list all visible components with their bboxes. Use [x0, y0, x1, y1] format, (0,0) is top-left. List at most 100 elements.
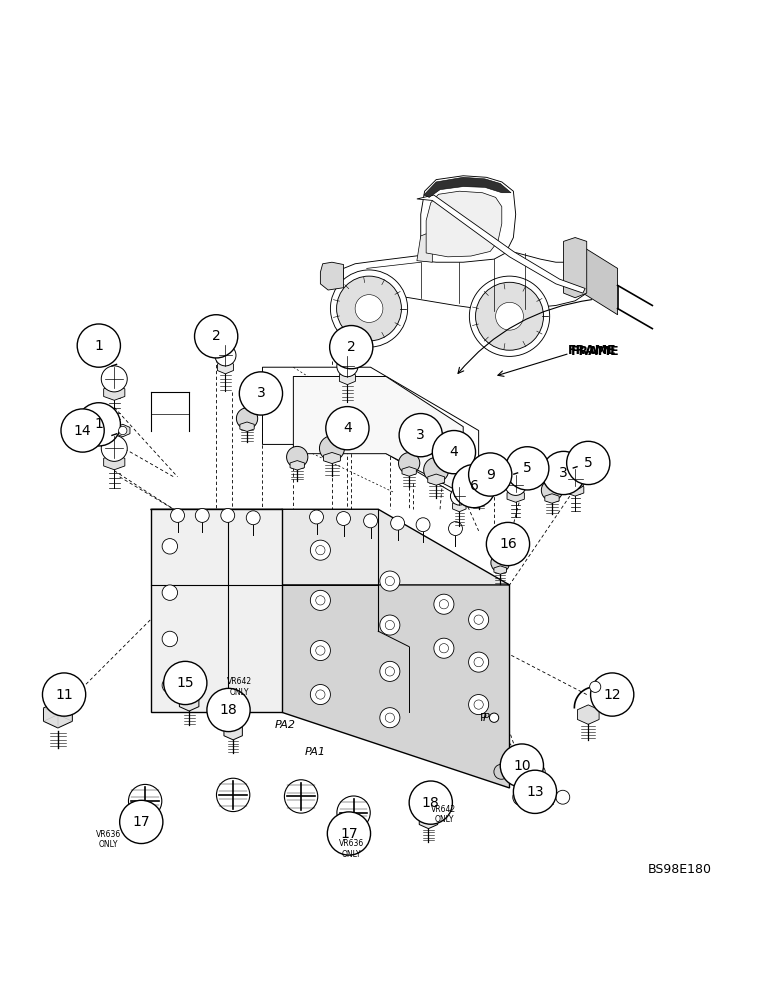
Text: 18: 18 [422, 796, 439, 810]
Polygon shape [179, 694, 199, 711]
Circle shape [424, 457, 449, 482]
Circle shape [162, 585, 178, 600]
FancyBboxPatch shape [225, 708, 242, 725]
Circle shape [398, 453, 420, 474]
Circle shape [119, 426, 127, 435]
Polygon shape [507, 490, 524, 502]
Circle shape [469, 652, 489, 672]
Circle shape [162, 539, 178, 554]
Circle shape [77, 324, 120, 367]
Circle shape [337, 356, 358, 377]
Text: 12: 12 [604, 688, 621, 702]
Text: VR636
ONLY: VR636 ONLY [339, 839, 364, 859]
Circle shape [476, 282, 543, 350]
Polygon shape [428, 474, 445, 485]
Circle shape [590, 681, 601, 692]
Polygon shape [426, 191, 502, 257]
Circle shape [337, 512, 350, 525]
Polygon shape [583, 247, 618, 315]
Text: VR642
ONLY: VR642 ONLY [227, 677, 252, 697]
Polygon shape [151, 509, 282, 712]
Circle shape [380, 615, 400, 635]
Circle shape [434, 594, 454, 614]
Text: VR642
ONLY: VR642 ONLY [432, 805, 456, 824]
Circle shape [330, 326, 373, 369]
Circle shape [246, 511, 260, 525]
Circle shape [505, 474, 527, 495]
Polygon shape [472, 492, 485, 500]
Circle shape [416, 518, 430, 532]
Circle shape [284, 780, 318, 813]
Text: 3: 3 [559, 466, 568, 480]
Circle shape [162, 631, 178, 647]
Circle shape [286, 446, 308, 468]
Circle shape [409, 781, 452, 824]
Circle shape [449, 522, 462, 536]
Circle shape [513, 789, 530, 806]
Polygon shape [402, 467, 416, 476]
Circle shape [221, 508, 235, 522]
Circle shape [320, 436, 344, 461]
Polygon shape [103, 454, 125, 470]
Circle shape [500, 744, 543, 787]
FancyBboxPatch shape [420, 796, 437, 814]
Circle shape [564, 468, 586, 489]
Circle shape [326, 407, 369, 450]
Circle shape [310, 510, 323, 524]
Circle shape [450, 487, 469, 505]
Circle shape [164, 661, 207, 705]
Text: 2: 2 [347, 340, 356, 354]
Circle shape [364, 514, 378, 528]
Circle shape [385, 620, 394, 630]
Circle shape [486, 522, 530, 566]
Circle shape [171, 508, 185, 522]
Circle shape [385, 576, 394, 586]
Circle shape [207, 688, 250, 732]
Polygon shape [417, 231, 432, 262]
Polygon shape [224, 723, 242, 740]
Circle shape [42, 673, 86, 716]
Text: P: P [479, 713, 486, 723]
Circle shape [489, 713, 499, 722]
Circle shape [452, 464, 496, 508]
Circle shape [399, 414, 442, 457]
Circle shape [391, 516, 405, 530]
Text: FRAME: FRAME [571, 345, 620, 358]
Circle shape [327, 812, 371, 855]
Circle shape [316, 646, 325, 655]
Text: 3: 3 [256, 386, 266, 400]
Circle shape [162, 678, 178, 693]
Text: 18: 18 [220, 703, 237, 717]
Circle shape [236, 408, 258, 429]
Text: 14: 14 [74, 424, 91, 438]
Polygon shape [116, 424, 130, 437]
Circle shape [380, 708, 400, 728]
Circle shape [434, 638, 454, 658]
Text: PA1: PA1 [304, 747, 326, 757]
Text: 2: 2 [212, 329, 221, 343]
Circle shape [542, 451, 585, 495]
Text: 6: 6 [469, 479, 479, 493]
Text: 10: 10 [513, 759, 530, 773]
Text: 15: 15 [177, 676, 194, 690]
Text: BS98E180: BS98E180 [648, 863, 711, 876]
Text: 4: 4 [343, 421, 352, 435]
Circle shape [513, 770, 557, 813]
Circle shape [474, 657, 483, 667]
Circle shape [355, 295, 383, 322]
Circle shape [337, 276, 401, 341]
Circle shape [101, 366, 127, 392]
Text: 17: 17 [133, 815, 150, 829]
Polygon shape [240, 422, 254, 431]
Polygon shape [103, 385, 125, 400]
Circle shape [337, 796, 371, 829]
Text: PA2: PA2 [275, 720, 296, 730]
Circle shape [439, 600, 449, 609]
Text: 13: 13 [527, 785, 543, 799]
Circle shape [120, 800, 163, 844]
Text: 1: 1 [94, 339, 103, 353]
Polygon shape [545, 494, 559, 503]
Circle shape [310, 685, 330, 705]
Circle shape [101, 435, 127, 461]
Polygon shape [577, 705, 599, 724]
